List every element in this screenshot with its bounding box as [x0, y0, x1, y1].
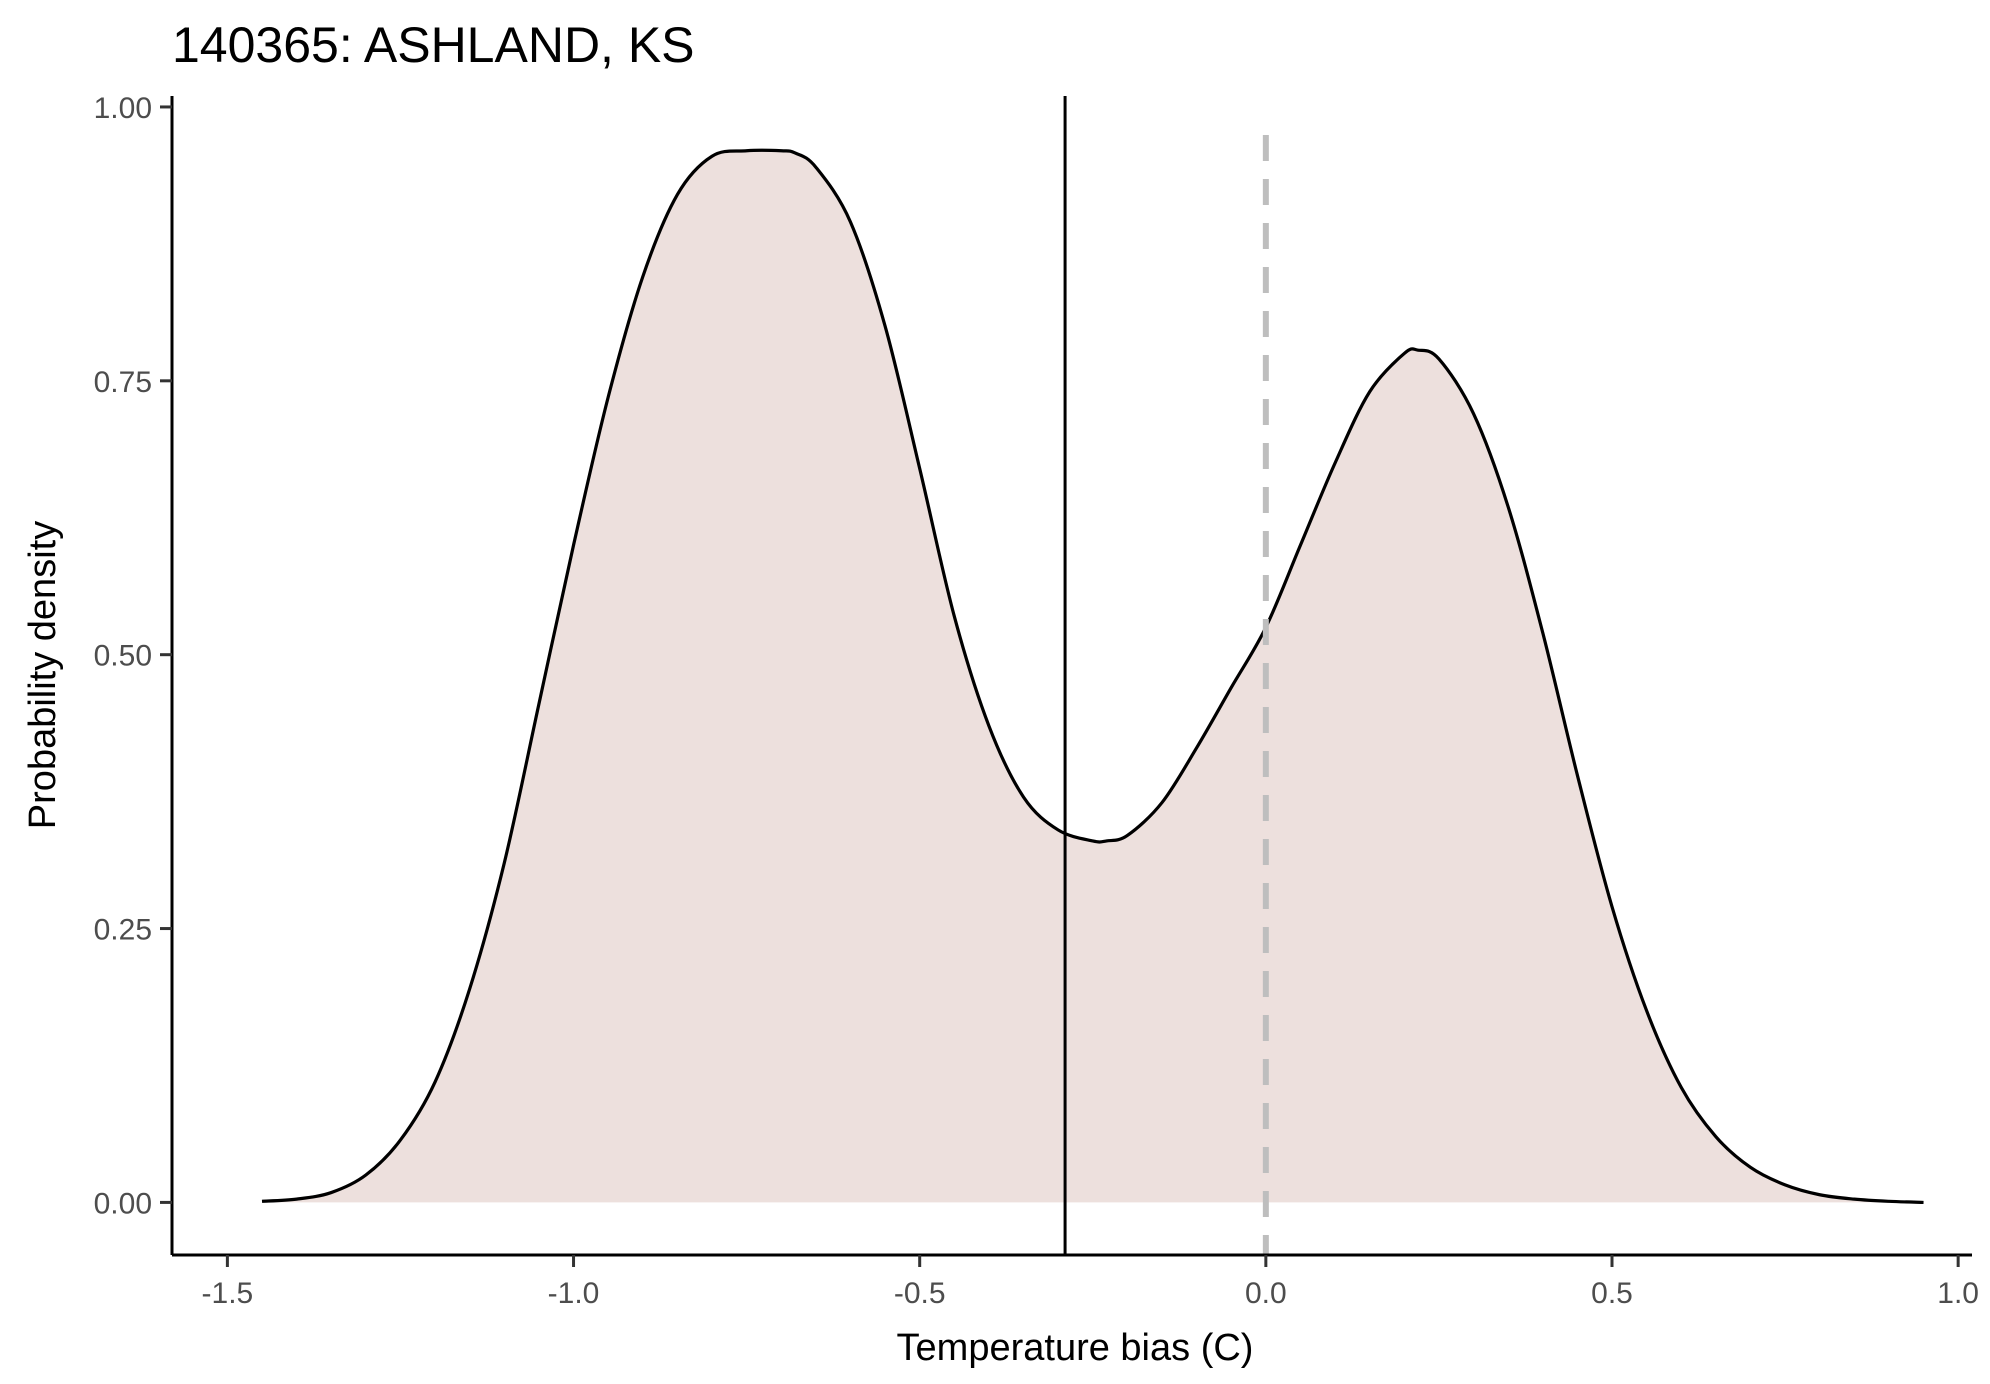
density-line	[261, 148, 1924, 1205]
y-tick-label: 0.50	[94, 640, 152, 673]
x-axis-ticks: -1.5 -1.0 -0.5 0.0 0.5 1.0	[202, 1255, 1979, 1310]
density-area	[262, 150, 1924, 1203]
y-axis-ticks: 0.00 0.25 0.50 0.75 1.00	[94, 92, 172, 1220]
y-tick-label: 1.00	[94, 92, 152, 125]
y-tick-label: 0.75	[94, 366, 152, 399]
x-tick-label: -1.5	[202, 1277, 254, 1310]
x-axis-title: Temperature bias (C)	[897, 1327, 1254, 1369]
x-tick-label: -1.0	[548, 1277, 600, 1310]
x-tick-label: -0.5	[894, 1277, 946, 1310]
chart-title: 140365: ASHLAND, KS	[172, 17, 695, 73]
x-tick-label: 1.0	[1937, 1277, 1979, 1310]
y-tick-label: 0.00	[94, 1187, 152, 1220]
axes	[170, 96, 1972, 1257]
x-tick-label: 0.0	[1245, 1277, 1287, 1310]
y-axis-title: Probability density	[22, 521, 64, 829]
x-tick-label: 0.5	[1591, 1277, 1633, 1310]
y-tick-label: 0.25	[94, 914, 152, 947]
plot-area	[261, 96, 1924, 1255]
